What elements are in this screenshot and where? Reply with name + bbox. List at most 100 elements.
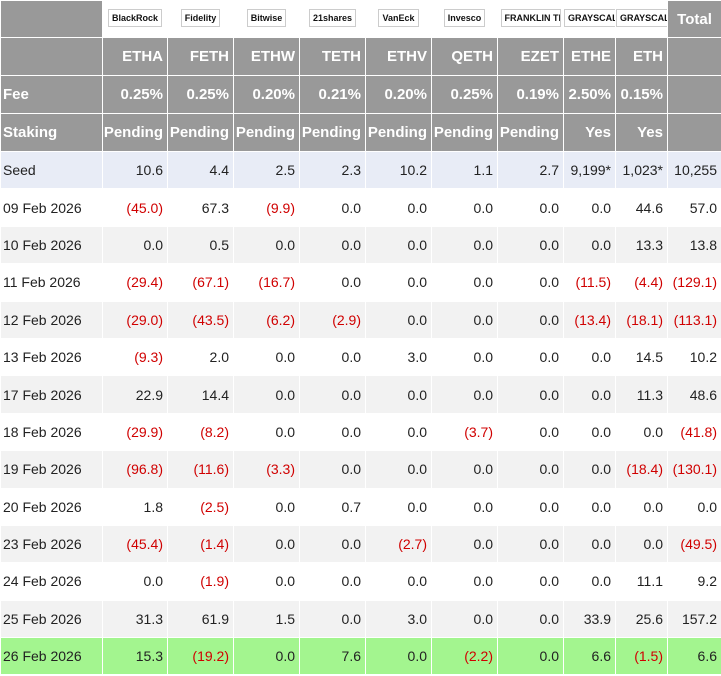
flow-value: 0.0 — [615, 524, 668, 564]
flow-value: 0.0 — [431, 599, 498, 639]
data-row: 11 Feb 2026 (29.4) (67.1) (16.7) 0.0 0.0 0.0 0.… — [0, 263, 721, 302]
ticker: TETH — [299, 37, 366, 76]
flow-value: 0.0 — [299, 450, 366, 489]
flow-value: 0.0 — [365, 450, 432, 489]
row-label: 19 Feb 2026 — [0, 450, 103, 489]
data-row: 12 Feb 2026 (29.0) (43.5) (6.2) (2.9) 0.0 0.0 0… — [0, 300, 721, 339]
logo-cell: FRANKLIN TEMPLETON — [497, 0, 564, 38]
total-header: Total — [667, 0, 721, 38]
row-label: 11 Feb 2026 — [0, 263, 103, 302]
data-row: 09 Feb 2026 (45.0) 67.3 (9.9) 0.0 0.0 0.0 0.0 0.… — [0, 188, 721, 227]
ticker-row: ETHA FETH ETHW TETH ETHV QETH EZET ETHE ETH — [0, 37, 721, 76]
issuer-logo: Invesco — [443, 8, 486, 27]
flow-value: 0.0 — [233, 412, 300, 452]
flow-value: 0.0 — [233, 637, 300, 676]
issuer-logo: GRAYSCALE — [564, 8, 615, 27]
flow-value: 0.0 — [431, 337, 498, 377]
data-row: Seed 10.6 4.4 2.5 2.3 10.2 1.1 2.7 9,199* 1,023* 1… — [0, 150, 721, 190]
flow-value: 0.0 — [563, 524, 616, 564]
flow-value: 11.3 — [615, 375, 668, 414]
flow-value: (9.9) — [233, 188, 300, 227]
flow-value: (16.7) — [233, 263, 300, 302]
data-row: 25 Feb 2026 31.3 61.9 1.5 0.0 3.0 0.0 0.0 33.9 25… — [0, 599, 721, 639]
fee-value: 0.20% — [365, 75, 432, 114]
flow-value: 0.0 — [431, 300, 498, 339]
fee-value: 0.20% — [233, 75, 300, 114]
flow-value: 10.6 — [102, 150, 168, 190]
flow-value: 0.0 — [431, 188, 498, 227]
logo-cell: GRAYSCALE — [615, 0, 668, 38]
flow-value: 0.0 — [431, 487, 498, 526]
flow-value: 14.4 — [167, 375, 234, 414]
data-row: 13 Feb 2026 (9.3) 2.0 0.0 0.0 3.0 0.0 0.0 0.0 14.… — [0, 337, 721, 377]
issuer-logo: Bitwise — [246, 8, 287, 27]
flow-value: 0.0 — [615, 412, 668, 452]
staking-value: Pending — [431, 113, 498, 152]
flow-value: 0.0 — [431, 562, 498, 601]
data-row: 23 Feb 2026 (45.4) (1.4) 0.0 0.0 (2.7) 0.0 0.0 0… — [0, 524, 721, 564]
row-label: 12 Feb 2026 — [0, 300, 103, 339]
flow-value: 22.9 — [102, 375, 168, 414]
flow-value: 0.0 — [365, 263, 432, 302]
flow-value: 1.5 — [233, 599, 300, 639]
fee-value: 0.25% — [167, 75, 234, 114]
data-row: 26 Feb 2026 15.3 (19.2) 0.0 7.6 0.0 (2.2) 0.0 6.… — [0, 637, 721, 676]
data-row: 19 Feb 2026 (96.8) (11.6) (3.3) 0.0 0.0 0.0 0.0… — [0, 450, 721, 489]
flow-value: 14.5 — [615, 337, 668, 377]
flow-value: 0.0 — [299, 375, 366, 414]
flow-value: 4.4 — [167, 150, 234, 190]
flow-value: 0.0 — [497, 375, 564, 414]
flow-value: 11.1 — [615, 562, 668, 601]
flow-value: (67.1) — [167, 263, 234, 302]
flow-value: 0.0 — [563, 375, 616, 414]
ticker: FETH — [167, 37, 234, 76]
flow-value: 157.2 — [667, 599, 721, 639]
flow-value: (1.5) — [615, 637, 668, 676]
flow-value: 0.0 — [365, 188, 432, 227]
fee-value: 0.21% — [299, 75, 366, 114]
staking-value: Yes — [615, 113, 668, 152]
flow-value: 0.0 — [497, 188, 564, 227]
flow-value: 10.2 — [365, 150, 432, 190]
staking-value: Pending — [365, 113, 432, 152]
flow-value: (3.7) — [431, 412, 498, 452]
flow-value: 0.0 — [497, 225, 564, 265]
logo-row: BlackRock Fidelity Bitwise 21shares VanEck In… — [0, 0, 721, 38]
flow-value: 44.6 — [615, 188, 668, 227]
flow-value: (49.5) — [667, 524, 721, 564]
row-label: 24 Feb 2026 — [0, 562, 103, 601]
flow-value: (9.3) — [102, 337, 168, 377]
flow-value: 10,255 — [667, 150, 721, 190]
staking-value: Yes — [563, 113, 616, 152]
logo-cell: Fidelity — [167, 0, 234, 38]
ticker: ETH — [615, 37, 668, 76]
ticker: ETHV — [365, 37, 432, 76]
staking-row: Staking Pending Pending Pending Pending Pendi… — [0, 113, 721, 152]
flow-value: 33.9 — [563, 599, 616, 639]
ticker-total-cell — [667, 37, 721, 76]
flow-value: (3.3) — [233, 450, 300, 489]
ticker: ETHA — [102, 37, 168, 76]
row-label: Seed — [0, 150, 103, 190]
flow-value: (29.9) — [102, 412, 168, 452]
flow-value: (129.1) — [667, 263, 721, 302]
flow-value: 0.0 — [365, 225, 432, 265]
flow-value: (45.0) — [102, 188, 168, 227]
flow-value: 0.0 — [233, 225, 300, 265]
flow-value: 0.0 — [563, 562, 616, 601]
row-label: 18 Feb 2026 — [0, 412, 103, 452]
staking-value: Pending — [497, 113, 564, 152]
flow-value: (18.1) — [615, 300, 668, 339]
flow-value: 2.0 — [167, 337, 234, 377]
flow-value: (43.5) — [167, 300, 234, 339]
issuer-logo: FRANKLIN TEMPLETON — [500, 8, 561, 27]
flow-value: 67.3 — [167, 188, 234, 227]
flow-value: (8.2) — [167, 412, 234, 452]
ticker: EZET — [497, 37, 564, 76]
flow-value: 0.0 — [497, 524, 564, 564]
issuer-logo: BlackRock — [107, 8, 163, 27]
flow-value: (113.1) — [667, 300, 721, 339]
flow-value: 31.3 — [102, 599, 168, 639]
fee-value: 0.19% — [497, 75, 564, 114]
flow-value: 25.6 — [615, 599, 668, 639]
